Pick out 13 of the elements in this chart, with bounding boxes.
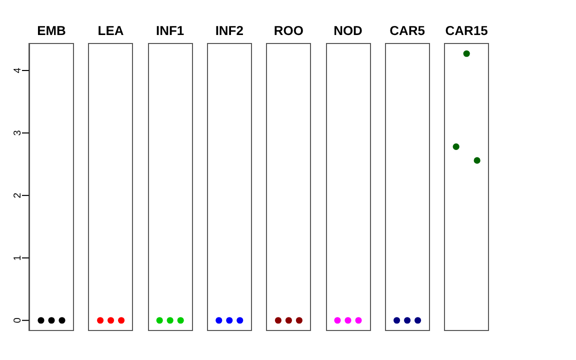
x-tick-label: EMB xyxy=(37,23,66,38)
y-tick-label: 4 xyxy=(12,67,24,74)
y-tick-label: 2 xyxy=(12,192,24,198)
y-tick-label: 3 xyxy=(12,130,24,136)
x-tick-label: CAR15 xyxy=(445,23,488,38)
x-tick-label: INF1 xyxy=(156,23,184,38)
x-tick-label: CAR5 xyxy=(390,23,425,38)
x-tick-label: INF2 xyxy=(215,23,244,38)
x-tick-label: ROO xyxy=(274,23,304,38)
y-tick-label: 0 xyxy=(12,317,24,324)
x-tick-label: LEA xyxy=(98,23,124,38)
y-tick-label: 1 xyxy=(12,254,24,261)
x-tick-label: NOD xyxy=(334,23,362,38)
